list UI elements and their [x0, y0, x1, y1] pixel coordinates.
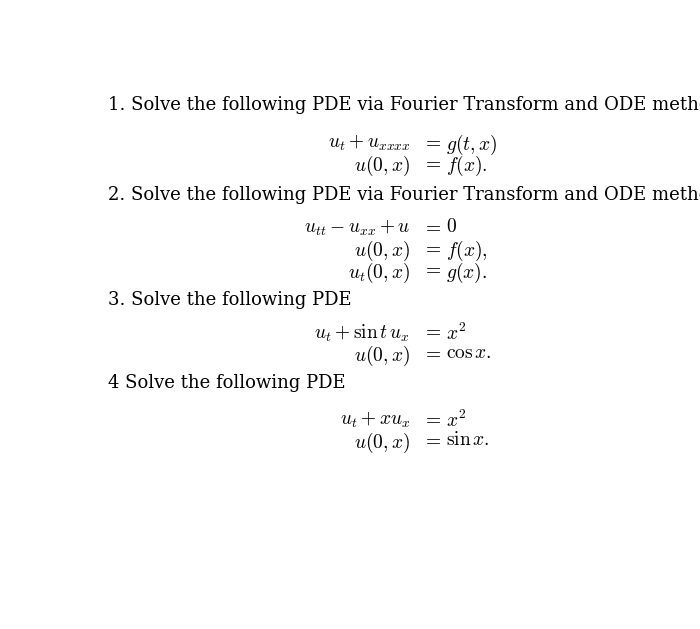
Text: 1. Solve the following PDE via Fourier Transform and ODE method:: 1. Solve the following PDE via Fourier T…: [108, 96, 700, 114]
Text: $=$: $=$: [422, 431, 442, 449]
Text: $=$: $=$: [422, 323, 442, 340]
Text: $=$: $=$: [422, 133, 442, 150]
Text: $f(x).$: $f(x).$: [446, 154, 487, 178]
Text: $0$: $0$: [446, 218, 456, 236]
Text: $=$: $=$: [422, 344, 442, 362]
Text: $u_{tt} - u_{xx} + u$: $u_{tt} - u_{xx} + u$: [304, 218, 410, 238]
Text: $u(0, x)$: $u(0, x)$: [354, 154, 410, 178]
Text: $f(x),$: $f(x),$: [446, 239, 487, 264]
Text: $=$: $=$: [422, 218, 442, 236]
Text: 4 Solve the following PDE: 4 Solve the following PDE: [108, 374, 346, 392]
Text: $=$: $=$: [422, 260, 442, 279]
Text: $x^2$: $x^2$: [446, 323, 466, 343]
Text: $g(t,x)$: $g(t,x)$: [446, 133, 497, 157]
Text: $u_t + u_{xxxx}$: $u_t + u_{xxxx}$: [328, 133, 410, 153]
Text: $x^2$: $x^2$: [446, 409, 466, 431]
Text: $g(x).$: $g(x).$: [446, 260, 486, 284]
Text: $u_t + \sin t\, u_x$: $u_t + \sin t\, u_x$: [314, 323, 410, 344]
Text: $u(0, x)$: $u(0, x)$: [354, 239, 410, 264]
Text: $u(0, x)$: $u(0, x)$: [354, 431, 410, 455]
Text: $=$: $=$: [422, 154, 442, 172]
Text: $=$: $=$: [422, 409, 442, 428]
Text: 2. Solve the following PDE via Fourier Transform and ODE method: 2. Solve the following PDE via Fourier T…: [108, 186, 700, 204]
Text: $u_t + x u_x$: $u_t + x u_x$: [340, 409, 410, 430]
Text: $\sin x.$: $\sin x.$: [446, 431, 489, 449]
Text: $u(0, x)$: $u(0, x)$: [354, 344, 410, 368]
Text: 3. Solve the following PDE: 3. Solve the following PDE: [108, 291, 351, 309]
Text: $\cos x.$: $\cos x.$: [446, 344, 491, 362]
Text: $u_t(0, x)$: $u_t(0, x)$: [348, 260, 410, 284]
Text: $=$: $=$: [422, 239, 442, 257]
